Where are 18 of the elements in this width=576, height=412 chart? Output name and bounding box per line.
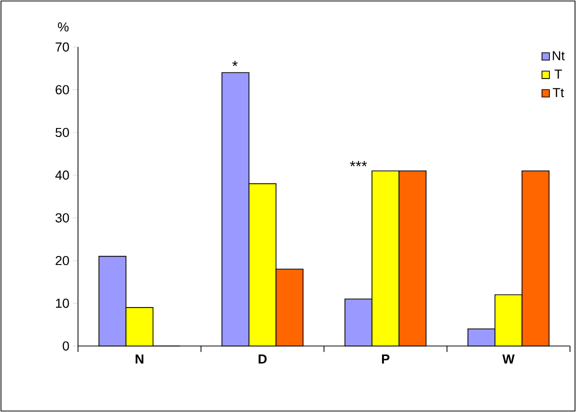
y-axis-title: % (58, 22, 69, 32)
y-tick-label: 10 (56, 298, 69, 308)
x-tick-label: N (136, 354, 144, 364)
legend-label: T (554, 70, 562, 79)
y-tick-label: 40 (55, 170, 69, 180)
x-tick-label: P (382, 354, 390, 364)
x-tick-label: W (502, 354, 515, 364)
annotation: *** (350, 161, 367, 166)
y-tick-label: 0 (62, 341, 69, 351)
y-tick-label: 50 (56, 128, 69, 138)
x-tick-label: D (258, 354, 267, 364)
y-tick-label: 30 (56, 213, 69, 222)
annotation: * (232, 60, 238, 66)
y-tick-label: 60 (56, 85, 69, 94)
legend-label: Tt (552, 88, 564, 98)
y-tick-label: 70 (56, 42, 69, 52)
legend-label: Nt (552, 51, 565, 60)
y-tick-label: 20 (56, 256, 69, 266)
